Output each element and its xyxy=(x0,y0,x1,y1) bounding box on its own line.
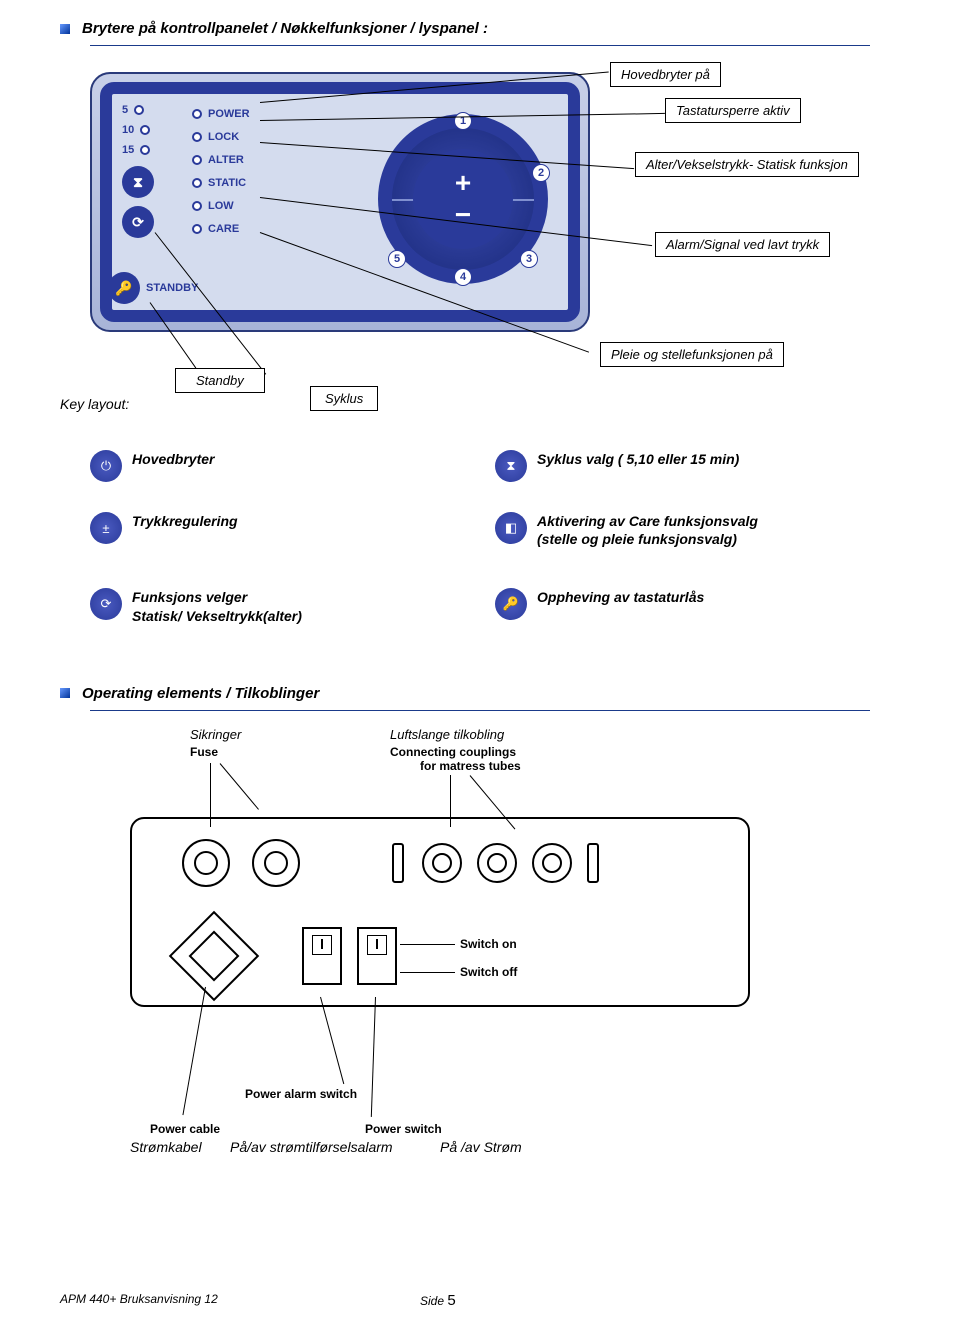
label-paav-strom: På /av Strøm xyxy=(440,1139,522,1155)
slot-left xyxy=(392,843,404,883)
panel-image: 5 10 15 ⧗ ⟳ POWER LOCK ALTER STATIC LOW … xyxy=(90,72,590,332)
label-luftslange: Luftslange tilkobling xyxy=(390,727,504,742)
footer-doc: APM 440+ Bruksanvisning 12 xyxy=(60,1292,420,1309)
label-stromkabel: Strømkabel xyxy=(130,1139,202,1155)
callout-tastatursperre: Tastatursperre aktiv xyxy=(665,98,801,123)
key-layout-row: Key layout: Standby Syklus xyxy=(60,376,900,436)
legend-unlock: Oppheving av tastaturlås xyxy=(537,588,704,606)
bullet-icon xyxy=(60,24,70,34)
dial-1: 1 xyxy=(454,112,472,130)
divider xyxy=(90,710,870,711)
coupling-1 xyxy=(422,843,462,883)
legend-funksjon-2: Statisk/ Vekseltrykk(alter) xyxy=(132,607,302,625)
plus-icon: + xyxy=(455,167,471,199)
label-power-alarm: Power alarm switch xyxy=(245,1087,357,1101)
mode-low: LOW xyxy=(208,200,234,212)
callout-hovedbryter: Hovedbryter på xyxy=(610,62,721,87)
hourglass-icon: ⧗ xyxy=(122,166,154,198)
mode-static: STATIC xyxy=(208,177,246,189)
slot-right xyxy=(587,843,599,883)
legend-row-1: ⏻ Hovedbryter ⧗ Syklus valg ( 5,10 eller… xyxy=(90,450,900,482)
label-switch-off: Switch off xyxy=(460,965,517,979)
coupling-3 xyxy=(532,843,572,883)
pressure-icon: ± xyxy=(90,512,122,544)
mode-lock: LOCK xyxy=(208,131,239,143)
key-icon: 🔑 xyxy=(108,272,140,304)
legend-care-2: (stelle og pleie funksjonsvalg) xyxy=(537,530,758,548)
section1-header: Brytere på kontrollpanelet / Nøkkelfunks… xyxy=(60,20,900,37)
section1-title: Brytere på kontrollpanelet / Nøkkelfunks… xyxy=(82,20,488,37)
back-panel xyxy=(130,817,750,1007)
cycle-icon: ⟳ xyxy=(122,206,154,238)
line-poweralarm xyxy=(320,997,344,1084)
legend-row-2: ± Trykkregulering ◧ Aktivering av Care f… xyxy=(90,512,900,548)
line-swon xyxy=(400,944,455,945)
unlock-icon: 🔑 xyxy=(495,588,527,620)
label-sikringer: Sikringer xyxy=(190,727,241,742)
callout-standby: Standby xyxy=(175,368,265,393)
dial-3: 3 xyxy=(520,250,538,268)
callout-alarm: Alarm/Signal ved lavt trykk xyxy=(655,232,830,257)
mode-power: POWER xyxy=(208,108,250,120)
standby-label: STANDBY xyxy=(146,282,198,294)
panel-mode-column: POWER LOCK ALTER STATIC LOW CARE xyxy=(192,108,250,246)
footer-page-label: Side xyxy=(420,1294,444,1308)
callout-alter: Alter/Vekselstrykk- Statisk funksjon xyxy=(635,152,859,177)
care-icon: ◧ xyxy=(495,512,527,544)
section2-header: Operating elements / Tilkoblinger xyxy=(60,685,900,702)
mode-care: CARE xyxy=(208,223,239,235)
power-switch xyxy=(357,927,397,985)
dial-5: 5 xyxy=(388,250,406,268)
label-power-cable: Power cable xyxy=(150,1122,220,1136)
line-fuse2 xyxy=(220,763,259,810)
standby-button: 🔑 STANDBY xyxy=(108,272,198,304)
line-swoff xyxy=(400,972,455,973)
label-power-switch: Power switch xyxy=(365,1122,442,1136)
fuse-2 xyxy=(252,839,300,887)
minus-icon: − xyxy=(455,199,471,231)
time-15: 15 xyxy=(122,144,134,156)
power-icon: ⏻ xyxy=(90,450,122,482)
section2-title: Operating elements / Tilkoblinger xyxy=(82,685,319,702)
legend-row-3: ⟳ Funksjons velger Statisk/ Vekseltrykk(… xyxy=(90,588,900,624)
label-couplings1: Connecting couplings xyxy=(390,745,516,759)
time-5: 5 xyxy=(122,104,128,116)
dial-2: 2 xyxy=(532,164,550,182)
divider xyxy=(90,45,870,46)
label-paav-alarm: På/av strømtilførselsalarm xyxy=(230,1139,393,1155)
cycle-icon: ⟳ xyxy=(90,588,122,620)
label-fuse: Fuse xyxy=(190,745,218,759)
coupling-2 xyxy=(477,843,517,883)
label-couplings2: for matress tubes xyxy=(420,759,521,773)
line-powerswitch xyxy=(371,997,376,1117)
legend-care-1: Aktivering av Care funksjonsvalg xyxy=(537,512,758,530)
pressure-dial: + − 1 2 3 4 5 xyxy=(378,114,548,284)
connector-diagram: Sikringer Fuse Luftslange tilkobling Con… xyxy=(90,727,900,1227)
key-layout-label: Key layout: xyxy=(60,396,129,412)
hourglass-icon: ⧗ xyxy=(495,450,527,482)
footer-page-num: 5 xyxy=(447,1292,455,1309)
label-switch-on: Switch on xyxy=(460,937,517,951)
control-panel-diagram: 5 10 15 ⧗ ⟳ POWER LOCK ALTER STATIC LOW … xyxy=(90,62,900,372)
legend-funksjon-1: Funksjons velger xyxy=(132,588,302,606)
power-plug xyxy=(169,910,260,1001)
bullet-icon xyxy=(60,688,70,698)
legend-trykk: Trykkregulering xyxy=(132,512,238,530)
page-footer: APM 440+ Bruksanvisning 12 Side 5 xyxy=(60,1292,900,1309)
panel-time-column: 5 10 15 ⧗ ⟳ xyxy=(122,104,154,246)
legend-syklus: Syklus valg ( 5,10 eller 15 min) xyxy=(537,450,739,468)
fuse-1 xyxy=(182,839,230,887)
callout-pleie: Pleie og stellefunksjonen på xyxy=(600,342,784,367)
legend-hovedbryter: Hovedbryter xyxy=(132,450,214,468)
alarm-switch xyxy=(302,927,342,985)
callout-syklus: Syklus xyxy=(310,386,378,411)
dial-4: 4 xyxy=(454,268,472,286)
mode-alter: ALTER xyxy=(208,154,244,166)
time-10: 10 xyxy=(122,124,134,136)
